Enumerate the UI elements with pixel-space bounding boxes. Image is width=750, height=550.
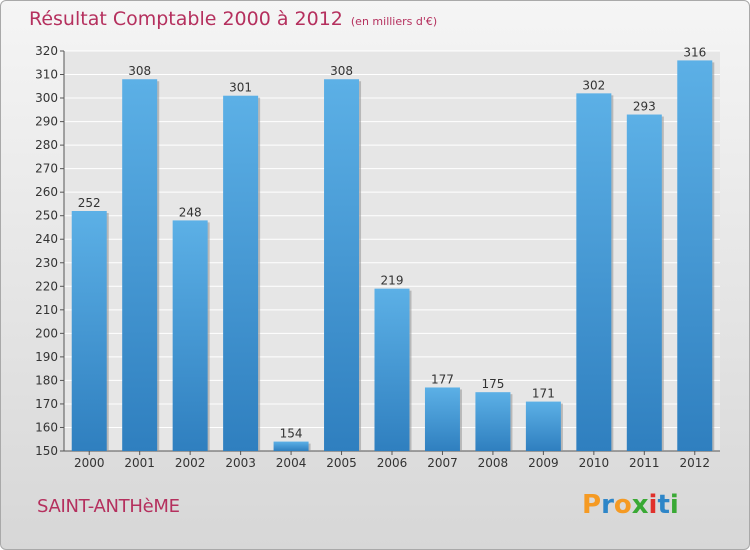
- y-tick-label: 230: [35, 256, 58, 270]
- bar: [71, 211, 107, 451]
- x-tick-label: 2009: [528, 456, 559, 470]
- y-tick-label: 150: [35, 444, 58, 458]
- bar-value-label: 301: [229, 81, 252, 95]
- logo-letter: x: [631, 490, 649, 520]
- x-tick-label: 2007: [427, 456, 458, 470]
- bar-value-label: 177: [431, 372, 454, 386]
- bar-value-label: 175: [481, 377, 504, 391]
- logo-letter: r: [601, 490, 614, 520]
- y-tick-label: 250: [35, 209, 58, 223]
- y-tick-label: 310: [35, 68, 58, 82]
- logo-letter: i: [648, 490, 658, 520]
- y-tick-label: 220: [35, 279, 58, 293]
- x-tick-label: 2006: [377, 456, 408, 470]
- bar: [424, 387, 460, 451]
- commune-name: SAINT-ANTHèME: [37, 496, 180, 517]
- y-tick-label: 190: [35, 350, 58, 364]
- x-tick-label: 2008: [478, 456, 509, 470]
- bar-value-label: 154: [280, 427, 303, 441]
- y-tick-label: 260: [35, 185, 58, 199]
- y-tick-label: 210: [35, 303, 58, 317]
- y-tick-label: 180: [35, 373, 58, 387]
- bar: [525, 401, 561, 451]
- y-tick-label: 200: [35, 326, 58, 340]
- bar-value-label: 171: [532, 387, 555, 401]
- bar-value-label: 219: [381, 274, 404, 288]
- x-tick-label: 2011: [629, 456, 660, 470]
- x-tick-label: 2012: [679, 456, 710, 470]
- y-tick-label: 290: [35, 115, 58, 129]
- chart-title: Résultat Comptable 2000 à 2012 (en millie…: [29, 8, 437, 30]
- bar-value-label: 308: [128, 64, 151, 78]
- bar-value-label: 248: [179, 205, 202, 219]
- bar-value-label: 302: [582, 78, 605, 92]
- logo-letter: o: [613, 490, 632, 520]
- proxiti-logo: Proxiti: [582, 490, 679, 520]
- chart-title-unit: (en milliers d'€): [350, 15, 438, 28]
- x-tick-label: 2010: [579, 456, 610, 470]
- y-tick-label: 240: [35, 232, 58, 246]
- bar-value-label: 308: [330, 64, 353, 78]
- bar-value-label: 293: [633, 100, 656, 114]
- logo-letter: t: [657, 490, 670, 520]
- bar: [324, 79, 360, 451]
- logo-letter: i: [669, 490, 679, 520]
- y-tick-label: 280: [35, 138, 58, 152]
- x-tick-label: 2003: [225, 456, 256, 470]
- bar: [626, 114, 662, 451]
- bar: [475, 392, 511, 451]
- logo-letter: P: [582, 490, 602, 520]
- x-tick-label: 2000: [74, 456, 105, 470]
- y-tick-label: 160: [35, 420, 58, 434]
- chart-title-main: Résultat Comptable 2000 à 2012: [29, 8, 343, 30]
- y-tick-label: 300: [35, 91, 58, 105]
- bar: [677, 60, 713, 451]
- bar: [273, 441, 309, 451]
- bar: [223, 95, 259, 452]
- bar: [374, 288, 410, 451]
- bar: [172, 220, 208, 451]
- bar: [122, 79, 158, 451]
- x-tick-label: 2001: [124, 456, 155, 470]
- x-tick-label: 2002: [175, 456, 206, 470]
- y-tick-label: 270: [35, 162, 58, 176]
- x-tick-label: 2004: [276, 456, 307, 470]
- bar-value-label: 316: [683, 45, 706, 59]
- y-tick-label: 170: [35, 397, 58, 411]
- bar-value-label: 252: [78, 196, 101, 210]
- bar: [576, 93, 612, 452]
- x-tick-label: 2005: [326, 456, 357, 470]
- y-tick-label: 320: [35, 44, 58, 58]
